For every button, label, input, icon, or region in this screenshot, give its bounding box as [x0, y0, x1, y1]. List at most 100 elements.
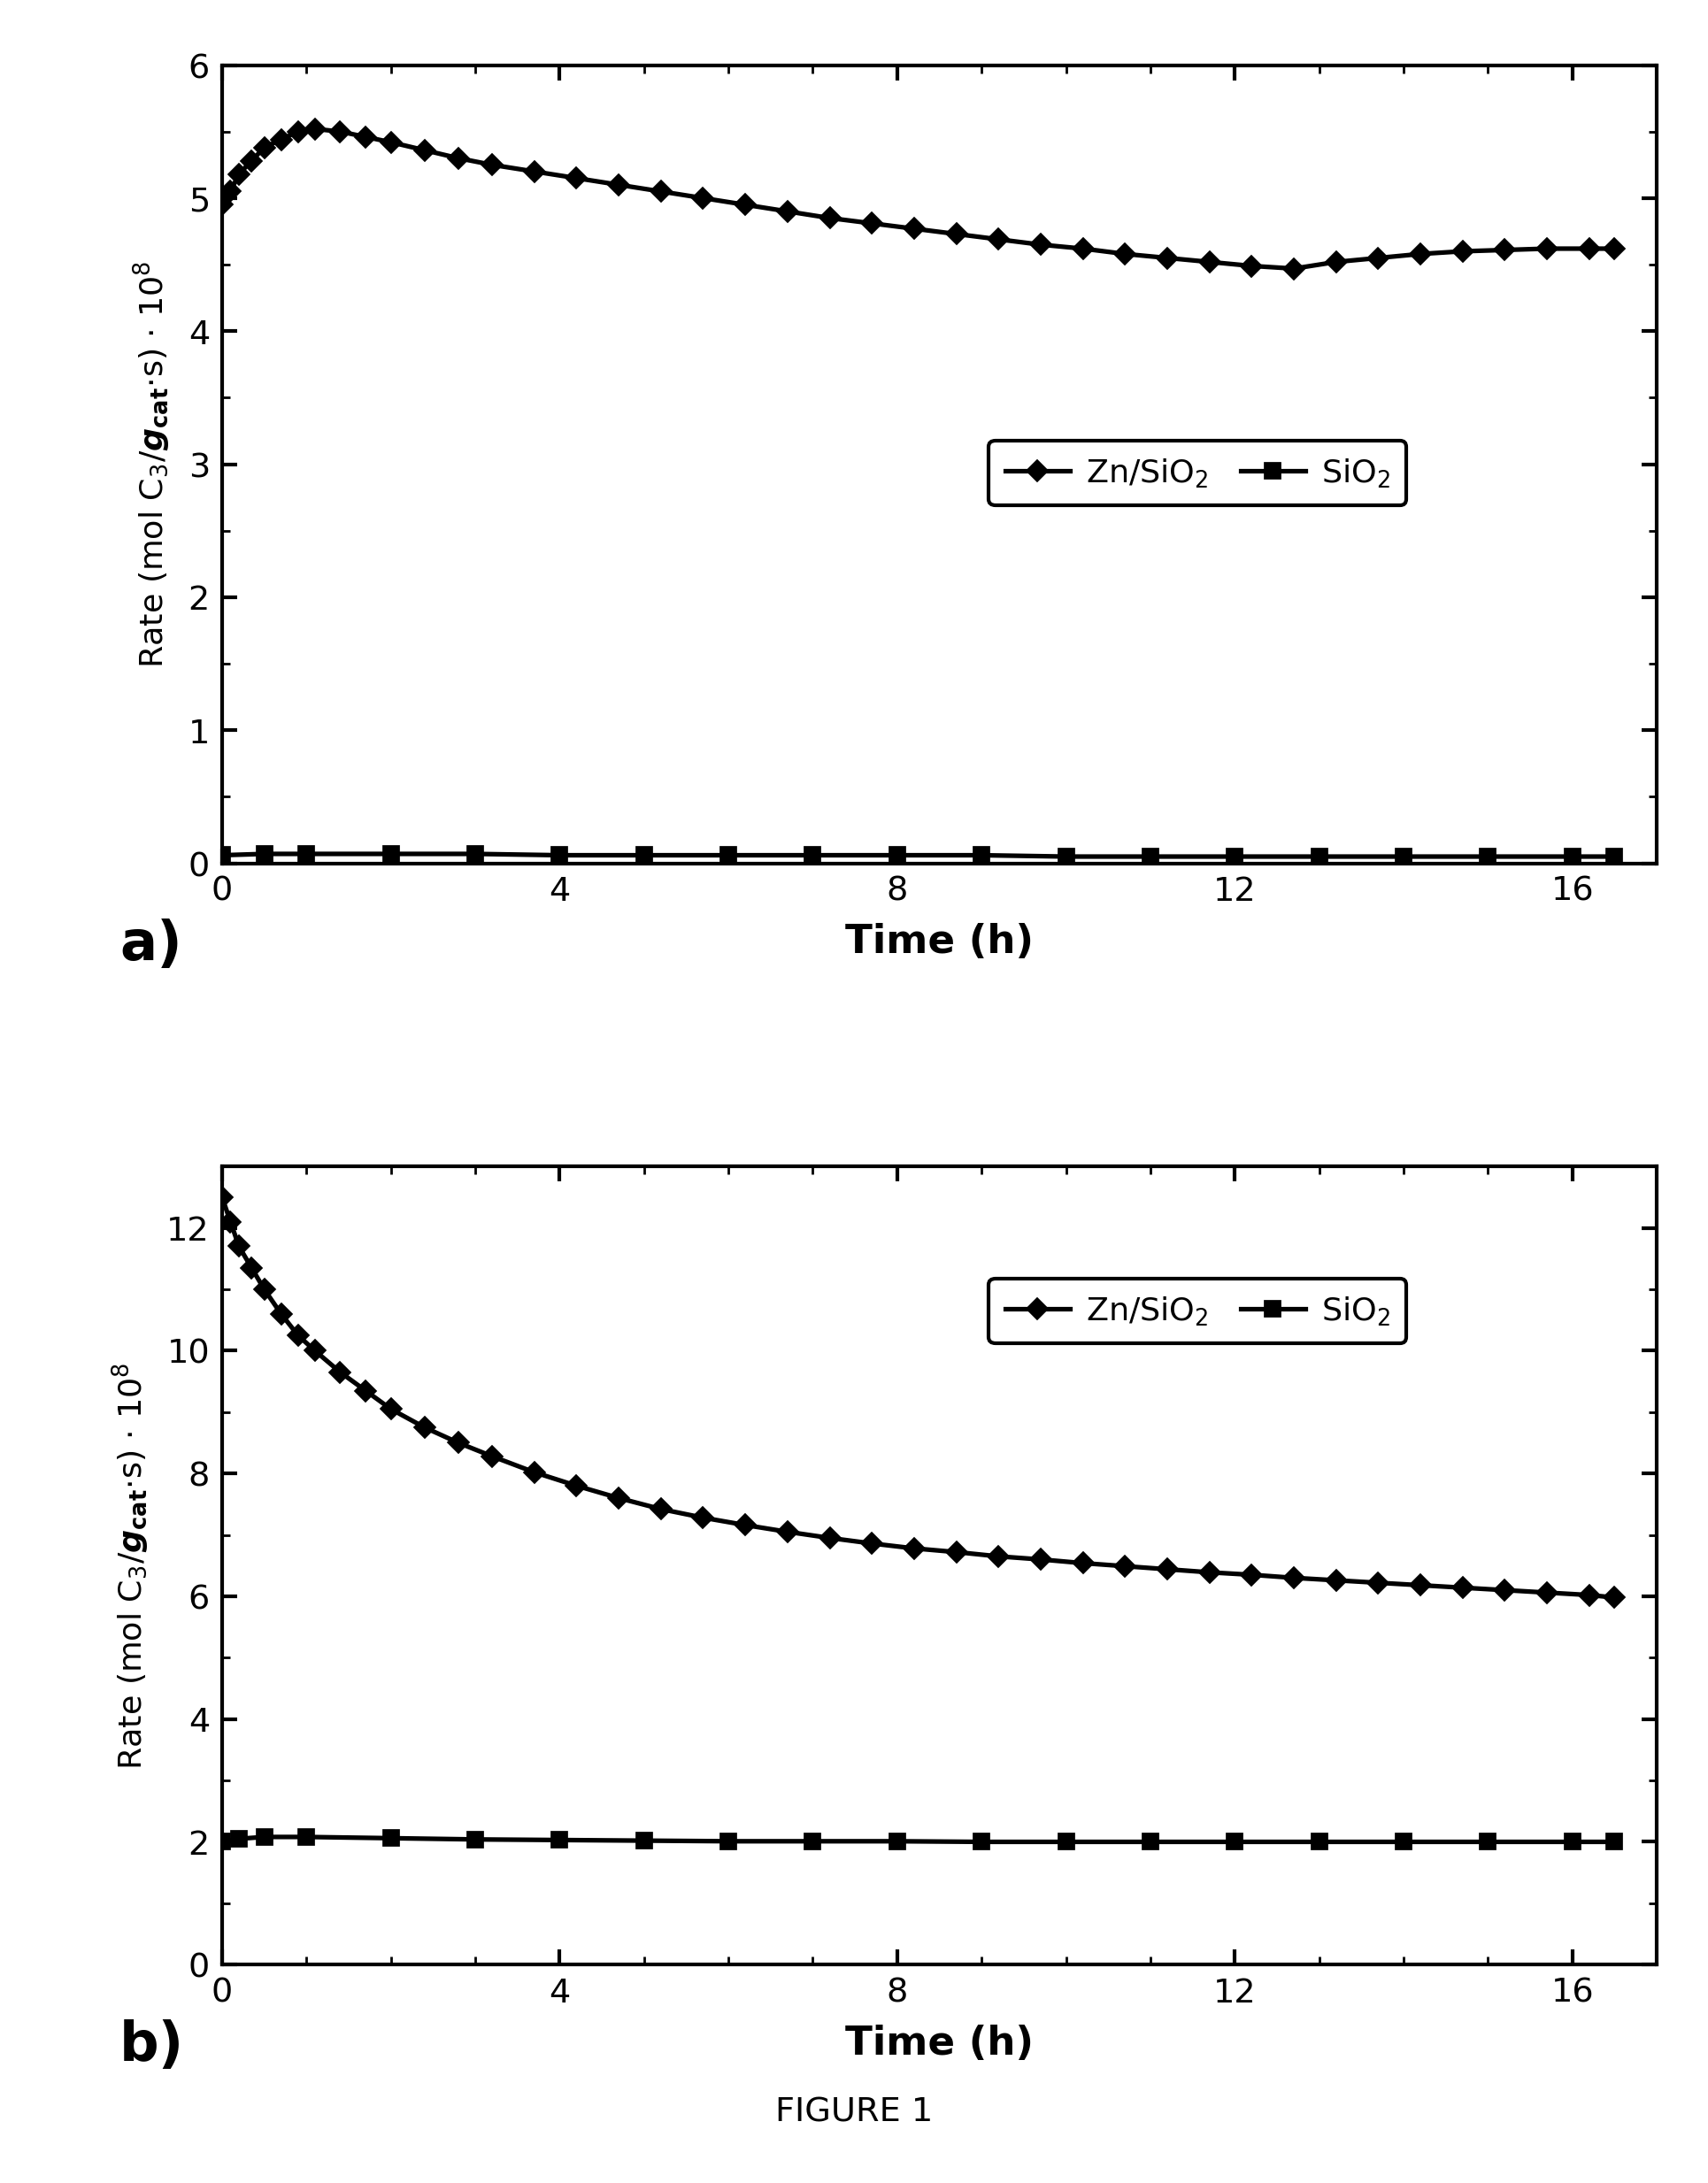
- Zn/SiO$_2$: [1199, 249, 1220, 275]
- SiO$_2$: [634, 843, 654, 869]
- SiO$_2$: [550, 1827, 570, 1853]
- SiO$_2$: [550, 843, 570, 869]
- Zn/SiO$_2$: [820, 205, 840, 231]
- Zn/SiO$_2$: [946, 220, 967, 247]
- Zn/SiO$_2$: [1604, 236, 1624, 262]
- Text: FIGURE 1: FIGURE 1: [775, 2096, 933, 2128]
- SiO$_2$: [1604, 845, 1624, 871]
- Zn/SiO$_2$: [1452, 238, 1472, 264]
- Zn/SiO$_2$: [1578, 1583, 1599, 1609]
- SiO$_2$: [1394, 845, 1414, 871]
- Zn/SiO$_2$: [447, 146, 468, 172]
- SiO$_2$: [1056, 1829, 1076, 1856]
- Zn/SiO$_2$: [355, 1377, 376, 1404]
- SiO$_2$: [212, 843, 232, 869]
- SiO$_2$: [886, 1827, 907, 1853]
- Zn/SiO$_2$: [1537, 1580, 1558, 1607]
- Zn/SiO$_2$: [651, 179, 671, 205]
- Zn/SiO$_2$: [904, 1535, 924, 1561]
- Zn/SiO$_2$: [1073, 1550, 1093, 1576]
- X-axis label: Time (h): Time (h): [845, 923, 1033, 961]
- Zn/SiO$_2$: [1115, 1554, 1136, 1580]
- Zn/SiO$_2$: [254, 135, 275, 162]
- Zn/SiO$_2$: [355, 124, 376, 151]
- SiO$_2$: [1308, 845, 1329, 871]
- Zn/SiO$_2$: [904, 216, 924, 242]
- SiO$_2$: [1141, 1829, 1161, 1856]
- Zn/SiO$_2$: [1411, 242, 1431, 269]
- Zn/SiO$_2$: [608, 172, 629, 199]
- Zn/SiO$_2$: [524, 1458, 545, 1484]
- Zn/SiO$_2$: [1284, 1565, 1305, 1591]
- Zn/SiO$_2$: [272, 127, 292, 153]
- Zn/SiO$_2$: [287, 118, 307, 144]
- Zn/SiO$_2$: [254, 1277, 275, 1303]
- Zn/SiO$_2$: [734, 192, 755, 218]
- SiO$_2$: [465, 840, 485, 867]
- Zn/SiO$_2$: [212, 192, 232, 218]
- Y-axis label: Rate (mol C$_3$/$\bfit{g}$$_{\bf cat}$$\cdot$s) $\cdot$ 10$^8$: Rate (mol C$_3$/$\bfit{g}$$_{\bf cat}$$\…: [109, 1362, 152, 1770]
- Zn/SiO$_2$: [1604, 1585, 1624, 1611]
- Legend: Zn/SiO$_2$, SiO$_2$: Zn/SiO$_2$, SiO$_2$: [989, 1279, 1406, 1343]
- Zn/SiO$_2$: [946, 1539, 967, 1565]
- Zn/SiO$_2$: [524, 159, 545, 186]
- SiO$_2$: [381, 840, 401, 867]
- Y-axis label: Rate (mol C$_3$/$\bfit{g}$$_{\bf cat}$$\cdot$s) $\cdot$ 10$^8$: Rate (mol C$_3$/$\bfit{g}$$_{\bf cat}$$\…: [132, 260, 173, 668]
- Zn/SiO$_2$: [1325, 249, 1346, 275]
- Zn/SiO$_2$: [415, 1415, 436, 1441]
- Zn/SiO$_2$: [482, 1443, 502, 1469]
- Zn/SiO$_2$: [304, 1338, 325, 1364]
- Zn/SiO$_2$: [1368, 1570, 1389, 1596]
- SiO$_2$: [381, 1825, 401, 1851]
- SiO$_2$: [1477, 845, 1498, 871]
- Zn/SiO$_2$: [820, 1526, 840, 1552]
- Zn/SiO$_2$: [482, 153, 502, 179]
- Line: Zn/SiO$_2$: Zn/SiO$_2$: [215, 122, 1623, 277]
- SiO$_2$: [1563, 1829, 1583, 1856]
- Zn/SiO$_2$: [287, 1323, 307, 1349]
- SiO$_2$: [254, 840, 275, 867]
- Zn/SiO$_2$: [330, 1360, 350, 1386]
- Zn/SiO$_2$: [1452, 1574, 1472, 1600]
- Line: SiO$_2$: SiO$_2$: [215, 847, 1623, 864]
- Zn/SiO$_2$: [381, 1397, 401, 1423]
- Zn/SiO$_2$: [1284, 255, 1305, 282]
- Zn/SiO$_2$: [1494, 1576, 1515, 1602]
- Zn/SiO$_2$: [415, 138, 436, 164]
- SiO$_2$: [634, 1827, 654, 1853]
- X-axis label: Time (h): Time (h): [845, 2024, 1033, 2063]
- Zn/SiO$_2$: [229, 1233, 249, 1260]
- Zn/SiO$_2$: [241, 148, 261, 175]
- Zn/SiO$_2$: [1115, 242, 1136, 269]
- Zn/SiO$_2$: [1537, 236, 1558, 262]
- Zn/SiO$_2$: [567, 166, 588, 192]
- SiO$_2$: [972, 1829, 992, 1856]
- SiO$_2$: [254, 1825, 275, 1851]
- SiO$_2$: [717, 843, 738, 869]
- SiO$_2$: [1477, 1829, 1498, 1856]
- Zn/SiO$_2$: [1030, 1546, 1050, 1572]
- SiO$_2$: [295, 840, 316, 867]
- Line: Zn/SiO$_2$: Zn/SiO$_2$: [215, 1190, 1623, 1605]
- Zn/SiO$_2$: [212, 1185, 232, 1212]
- Legend: Zn/SiO$_2$, SiO$_2$: Zn/SiO$_2$, SiO$_2$: [989, 441, 1406, 506]
- Zn/SiO$_2$: [777, 199, 798, 225]
- SiO$_2$: [1308, 1829, 1329, 1856]
- Text: a): a): [120, 919, 183, 971]
- Zn/SiO$_2$: [1073, 236, 1093, 262]
- SiO$_2$: [886, 843, 907, 869]
- Zn/SiO$_2$: [447, 1430, 468, 1456]
- Zn/SiO$_2$: [567, 1474, 588, 1500]
- Zn/SiO$_2$: [989, 1543, 1009, 1570]
- SiO$_2$: [803, 1827, 823, 1853]
- Zn/SiO$_2$: [777, 1519, 798, 1546]
- SiO$_2$: [1394, 1829, 1414, 1856]
- Zn/SiO$_2$: [241, 1255, 261, 1281]
- SiO$_2$: [212, 1829, 232, 1856]
- Zn/SiO$_2$: [272, 1301, 292, 1327]
- SiO$_2$: [803, 843, 823, 869]
- Zn/SiO$_2$: [1368, 244, 1389, 271]
- Zn/SiO$_2$: [381, 129, 401, 155]
- Zn/SiO$_2$: [693, 1504, 714, 1530]
- SiO$_2$: [1225, 1829, 1245, 1856]
